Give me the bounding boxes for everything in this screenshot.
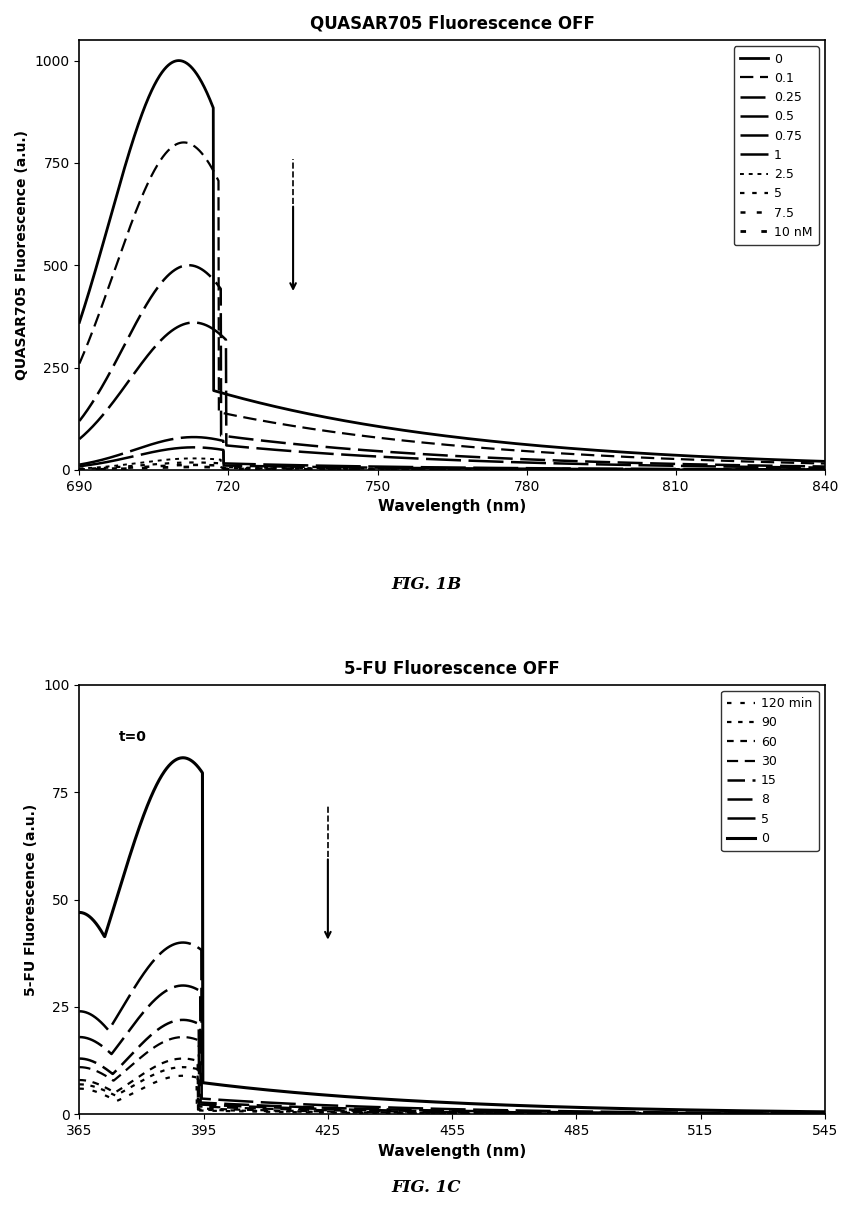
Text: FIG. 1C: FIG. 1C <box>391 1179 461 1195</box>
Legend: 0, 0.1, 0.25, 0.5, 0.75, 1, 2.5, 5, 7.5, 10 nM: 0, 0.1, 0.25, 0.5, 0.75, 1, 2.5, 5, 7.5,… <box>733 46 818 246</box>
X-axis label: Wavelength (nm): Wavelength (nm) <box>377 499 526 514</box>
Legend: 120 min, 90, 60, 30, 15, 8, 5, 0: 120 min, 90, 60, 30, 15, 8, 5, 0 <box>720 691 818 851</box>
Y-axis label: 5-FU Fluorescence (a.u.): 5-FU Fluorescence (a.u.) <box>24 803 37 996</box>
Y-axis label: QUASAR705 Fluorescence (a.u.): QUASAR705 Fluorescence (a.u.) <box>15 129 29 380</box>
X-axis label: Wavelength (nm): Wavelength (nm) <box>377 1143 526 1159</box>
Title: 5-FU Fluorescence OFF: 5-FU Fluorescence OFF <box>344 659 559 678</box>
Title: QUASAR705 Fluorescence OFF: QUASAR705 Fluorescence OFF <box>309 15 594 33</box>
Text: t=0: t=0 <box>119 730 147 744</box>
Text: FIG. 1B: FIG. 1B <box>391 576 461 593</box>
